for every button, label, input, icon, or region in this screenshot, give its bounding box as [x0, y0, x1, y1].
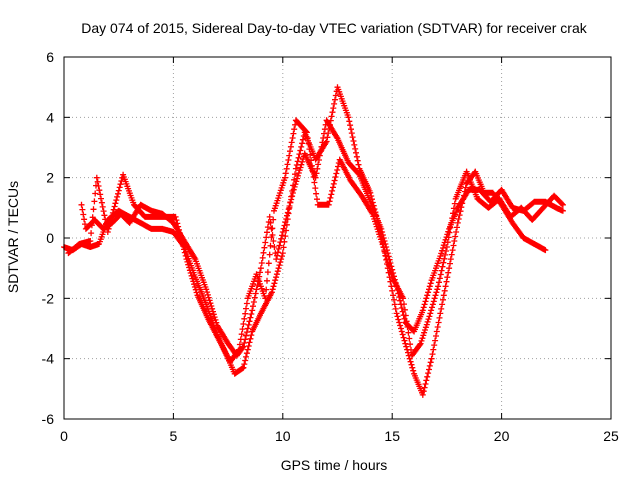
data-markers: [78, 117, 566, 359]
y-tick-label: 4: [46, 109, 54, 125]
x-tick-label: 20: [494, 428, 510, 444]
y-tick-label: 6: [46, 49, 54, 65]
y-tick-label: -2: [42, 290, 55, 306]
data-points: [61, 84, 566, 398]
series-track-b: [78, 117, 566, 359]
y-tick-label: 2: [46, 170, 54, 186]
x-tick-label: 25: [603, 428, 619, 444]
x-tick-label: 5: [170, 428, 178, 444]
data-markers: [65, 117, 566, 365]
axis-ticks: 0 5 10 15 20 25 -6 -4 -2 0 2 4 6: [42, 49, 619, 444]
chart-title: Day 074 of 2015, Sidereal Day-to-day VTE…: [81, 20, 587, 36]
y-tick-label: -4: [42, 351, 55, 367]
x-tick-label: 0: [60, 428, 68, 444]
x-tick-label: 15: [384, 428, 400, 444]
y-tick-label: -6: [42, 411, 55, 427]
x-axis-label: GPS time / hours: [281, 457, 388, 473]
x-tick-label: 10: [275, 428, 291, 444]
y-axis-label: SDTVAR / TECUs: [5, 181, 21, 293]
y-tick-label: 0: [46, 230, 54, 246]
grid: [64, 57, 611, 419]
series-track-c: [65, 117, 566, 365]
